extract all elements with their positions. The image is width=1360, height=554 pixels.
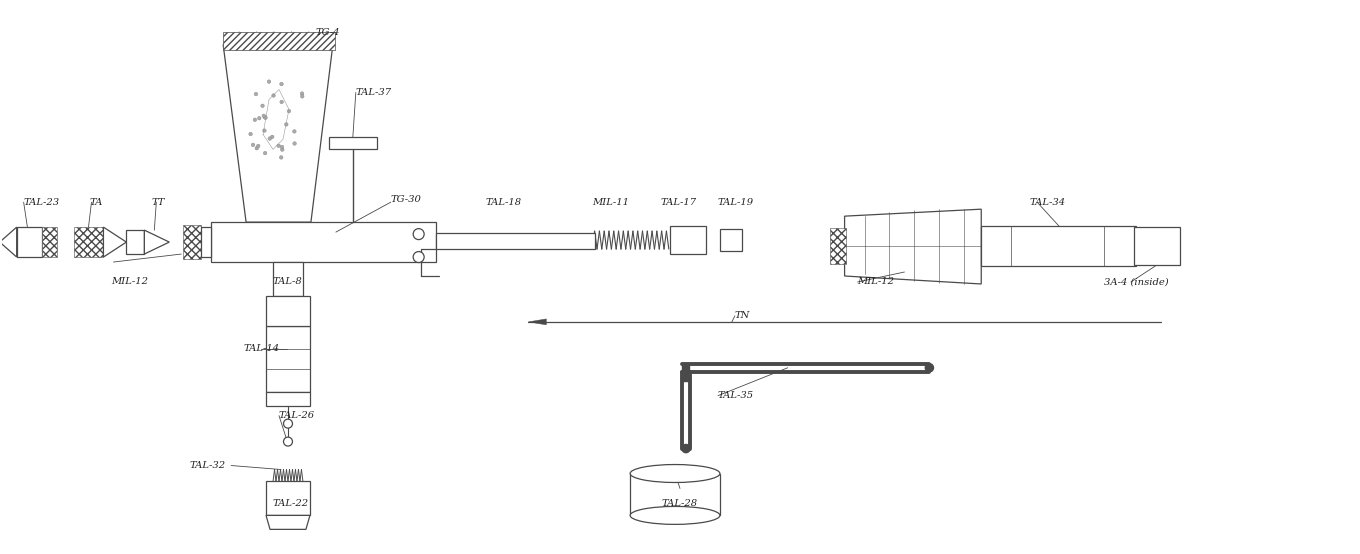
Text: TAL-37: TAL-37	[356, 88, 392, 97]
Bar	[267, 481, 310, 515]
Circle shape	[301, 95, 305, 98]
Circle shape	[264, 116, 268, 120]
Bar	[273, 262, 303, 296]
Text: TAL-23: TAL-23	[23, 198, 60, 207]
Polygon shape	[0, 227, 16, 257]
Text: TN: TN	[734, 311, 751, 320]
Bar	[223, 32, 335, 49]
Text: TAL-18: TAL-18	[486, 198, 522, 207]
Text: MIL-12: MIL-12	[858, 278, 895, 286]
Circle shape	[280, 145, 284, 149]
Circle shape	[283, 437, 292, 446]
Text: TAL-35: TAL-35	[718, 391, 753, 400]
Circle shape	[262, 129, 267, 132]
Circle shape	[264, 116, 267, 119]
Circle shape	[264, 151, 267, 155]
Bar	[982, 226, 1136, 266]
Circle shape	[280, 148, 284, 151]
Bar	[184, 225, 201, 259]
Polygon shape	[103, 227, 126, 257]
Bar	[670, 226, 706, 254]
Text: TG-30: TG-30	[390, 194, 422, 204]
Bar	[267, 392, 310, 406]
Circle shape	[249, 132, 253, 136]
Ellipse shape	[630, 464, 719, 483]
Circle shape	[283, 419, 292, 428]
Text: TAL-22: TAL-22	[273, 499, 309, 508]
Polygon shape	[223, 44, 333, 222]
Circle shape	[292, 130, 296, 133]
Text: TAL-26: TAL-26	[279, 411, 316, 420]
Text: TAL-19: TAL-19	[718, 198, 753, 207]
Bar	[719, 229, 741, 251]
Text: TAL-14: TAL-14	[243, 345, 279, 353]
Circle shape	[681, 444, 690, 453]
Bar	[830, 228, 846, 264]
Text: TAL-32: TAL-32	[189, 461, 226, 470]
Polygon shape	[529, 319, 547, 325]
Circle shape	[268, 137, 272, 140]
Bar	[329, 137, 377, 150]
Bar	[1134, 227, 1179, 265]
Bar	[211, 222, 435, 262]
Circle shape	[279, 156, 283, 159]
Bar	[1136, 229, 1178, 263]
Text: 3A-4 (inside): 3A-4 (inside)	[1104, 278, 1168, 286]
Circle shape	[280, 100, 283, 104]
Bar	[16, 227, 42, 257]
Circle shape	[254, 93, 258, 96]
Polygon shape	[267, 326, 310, 392]
Circle shape	[301, 92, 303, 95]
Bar	[435, 233, 596, 249]
Bar	[672, 228, 704, 252]
Circle shape	[267, 80, 271, 84]
Bar	[681, 364, 690, 382]
Circle shape	[257, 116, 261, 120]
Circle shape	[253, 118, 257, 121]
Circle shape	[257, 144, 260, 148]
Circle shape	[287, 109, 291, 113]
Text: TAL-17: TAL-17	[660, 198, 696, 207]
Text: TAL-28: TAL-28	[662, 499, 698, 508]
Polygon shape	[845, 209, 982, 284]
Circle shape	[413, 229, 424, 239]
Circle shape	[272, 94, 275, 98]
Bar	[126, 230, 144, 254]
Circle shape	[252, 143, 254, 147]
Bar	[630, 474, 719, 515]
Text: TT: TT	[151, 198, 165, 207]
Text: TG-4: TG-4	[316, 28, 340, 37]
Circle shape	[925, 363, 933, 372]
Bar	[73, 227, 103, 257]
Text: MIL-11: MIL-11	[592, 198, 630, 207]
Circle shape	[413, 252, 424, 263]
Text: TAL-8: TAL-8	[273, 278, 303, 286]
Text: TA: TA	[90, 198, 103, 207]
Text: TAL-34: TAL-34	[1030, 198, 1065, 207]
Text: MIL-12: MIL-12	[112, 278, 148, 286]
Polygon shape	[144, 230, 169, 254]
Bar	[201, 227, 211, 257]
Circle shape	[256, 146, 258, 150]
Bar	[267, 296, 310, 326]
Polygon shape	[267, 515, 310, 530]
Circle shape	[284, 122, 288, 126]
Circle shape	[277, 144, 280, 147]
Circle shape	[292, 142, 296, 145]
Bar	[42, 227, 57, 257]
Circle shape	[280, 82, 283, 86]
Circle shape	[262, 114, 265, 117]
Circle shape	[261, 104, 264, 107]
Circle shape	[271, 135, 273, 138]
Ellipse shape	[630, 506, 719, 525]
